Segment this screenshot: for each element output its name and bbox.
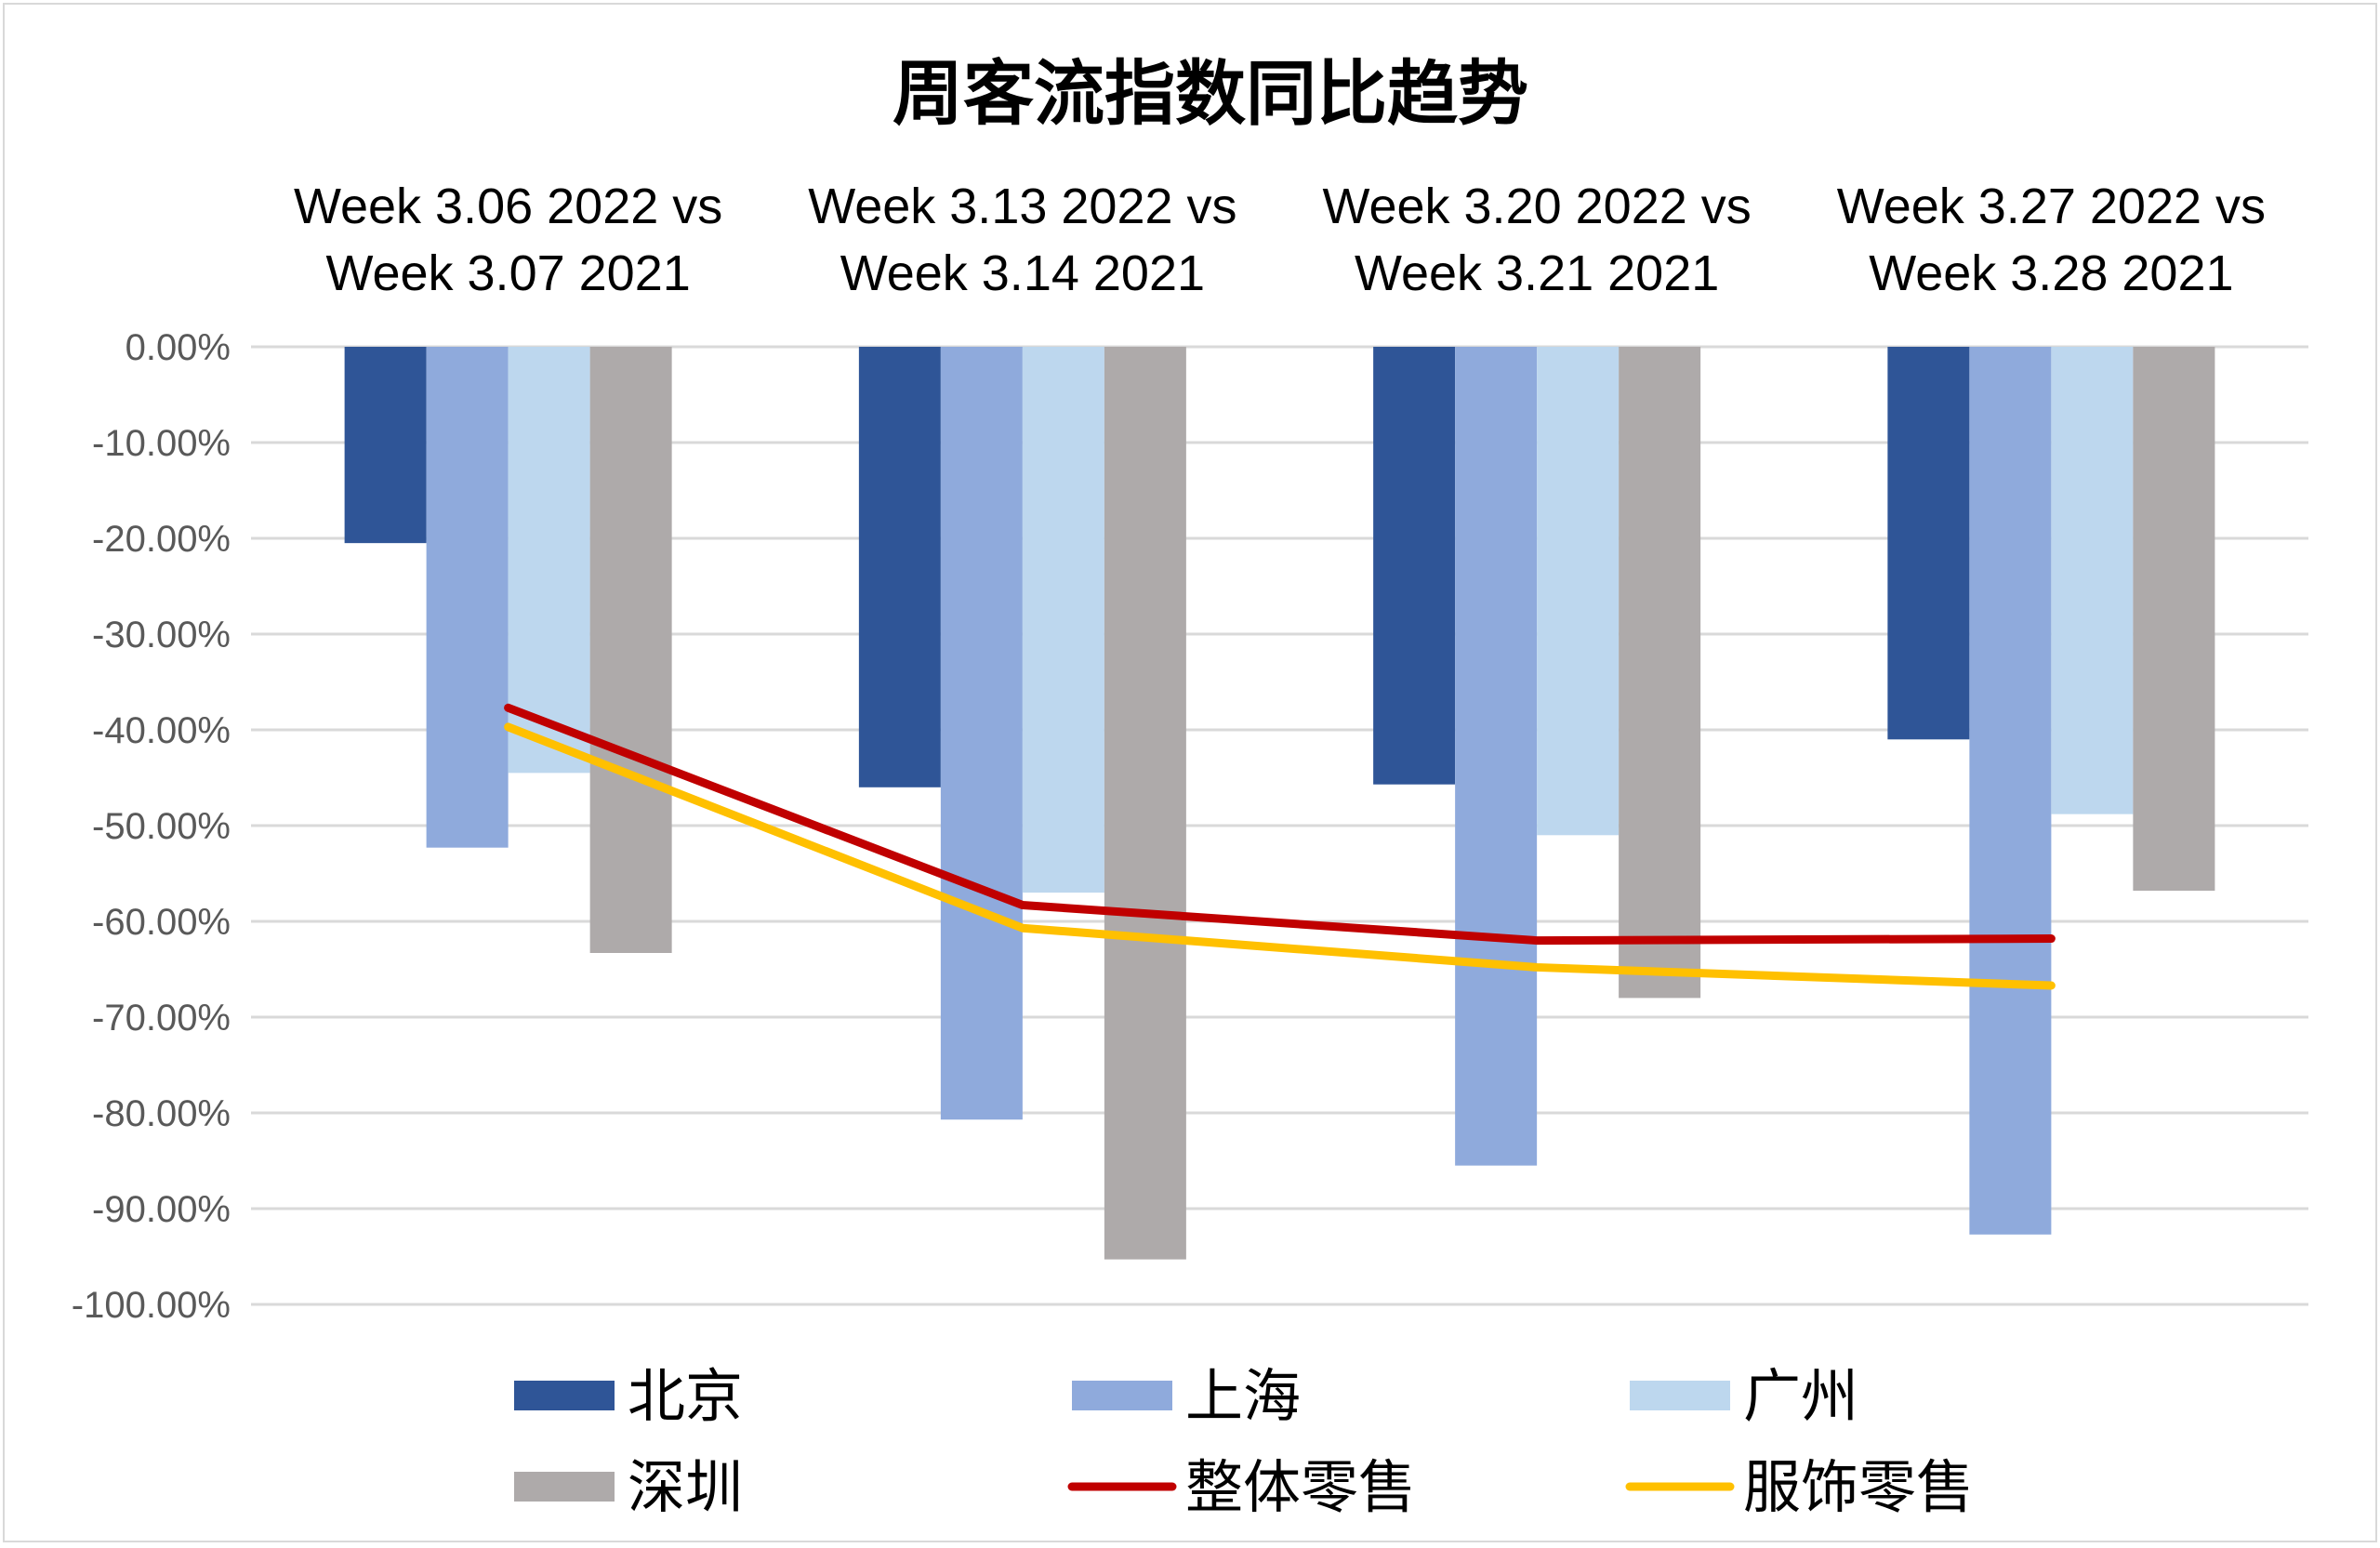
bar-s0-c1: [858, 347, 941, 787]
x-axis-categories: Week 3.06 2022 vs Week 3.07 2021 Week 3.13…: [294, 179, 2266, 301]
bar-s2-c3: [2051, 347, 2134, 814]
y-tick-label: -20.00%: [92, 519, 231, 560]
chart-container: 周客流指数同比趋势 0.00% -10.00% -20.00% -30.00% -40.…: [3, 3, 2377, 1542]
chart-title: 周客流指数同比趋势: [892, 52, 1528, 135]
legend-label: 服饰零售: [1743, 1453, 1974, 1521]
bar-s1-c1: [940, 347, 1023, 1120]
bar-s2-c1: [1022, 347, 1104, 893]
bar-s1-c0: [426, 347, 509, 848]
line-point-0-2: [1536, 940, 1538, 942]
x-category-label: Week 3.14 2021: [840, 245, 1205, 301]
y-tick-label: -90.00%: [92, 1189, 231, 1230]
y-tick-label: -30.00%: [92, 615, 231, 655]
bar-s3-c0: [589, 347, 672, 953]
bar-s0-c2: [1373, 347, 1456, 785]
x-category-label: Week 3.21 2021: [1355, 245, 1719, 301]
x-category-label: Week 3.20 2022 vs: [1322, 179, 1751, 234]
x-category-label: Week 3.28 2021: [1869, 245, 2233, 301]
legend-label: 整体零售: [1185, 1453, 1416, 1521]
x-category-label: Week 3.27 2022 vs: [1837, 179, 2266, 234]
line-point-1-2: [1536, 966, 1538, 968]
legend-label: 北京: [628, 1362, 743, 1430]
bars: [344, 347, 2215, 1260]
x-category-label: Week 3.13 2022 vs: [808, 179, 1236, 234]
bar-s1-c2: [1455, 347, 1538, 1166]
line-point-0-1: [1022, 904, 1024, 906]
legend-swatch: [1072, 1381, 1172, 1410]
y-tick-label: 0.00%: [126, 327, 231, 368]
series-line-1: [504, 722, 2056, 990]
bar-s3-c3: [2133, 347, 2215, 892]
x-category-label: Week 3.07 2021: [325, 245, 690, 301]
legend-swatch: [514, 1381, 615, 1410]
bar-s2-c2: [1537, 347, 1620, 836]
lines: [504, 703, 2056, 990]
bar-s1-c3: [1969, 347, 2052, 1235]
line-point-0-3: [2050, 938, 2052, 940]
y-tick-label: -10.00%: [92, 423, 231, 464]
bar-s2-c0: [508, 347, 590, 774]
bar-s3-c1: [1104, 347, 1186, 1260]
bar-s0-c0: [344, 347, 427, 544]
legend-swatch: [1630, 1381, 1730, 1410]
legend-label: 深圳: [628, 1453, 743, 1521]
bar-s3-c2: [1619, 347, 1701, 999]
line-point-1-0: [508, 726, 509, 728]
x-category-label: Week 3.06 2022 vs: [294, 179, 722, 234]
chart-svg: 周客流指数同比趋势 0.00% -10.00% -20.00% -30.00% -40.…: [72, 52, 2308, 1521]
legend-label: 上海: [1185, 1362, 1301, 1430]
y-tick-label: -50.00%: [92, 806, 231, 847]
y-tick-label: -80.00%: [92, 1093, 231, 1134]
legend-swatch: [514, 1472, 615, 1502]
y-tick-label: -100.00%: [72, 1285, 231, 1326]
bar-s0-c3: [1887, 347, 1970, 740]
y-tick-label: -60.00%: [92, 902, 231, 943]
y-tick-label: -70.00%: [92, 998, 231, 1039]
line-point-1-1: [1022, 927, 1024, 929]
series-line-0: [504, 703, 2056, 946]
y-axis-ticks: 0.00% -10.00% -20.00% -30.00% -40.00% -50.00%…: [72, 327, 231, 1326]
legend-label: 广州: [1743, 1362, 1858, 1430]
y-tick-label: -40.00%: [92, 710, 231, 751]
